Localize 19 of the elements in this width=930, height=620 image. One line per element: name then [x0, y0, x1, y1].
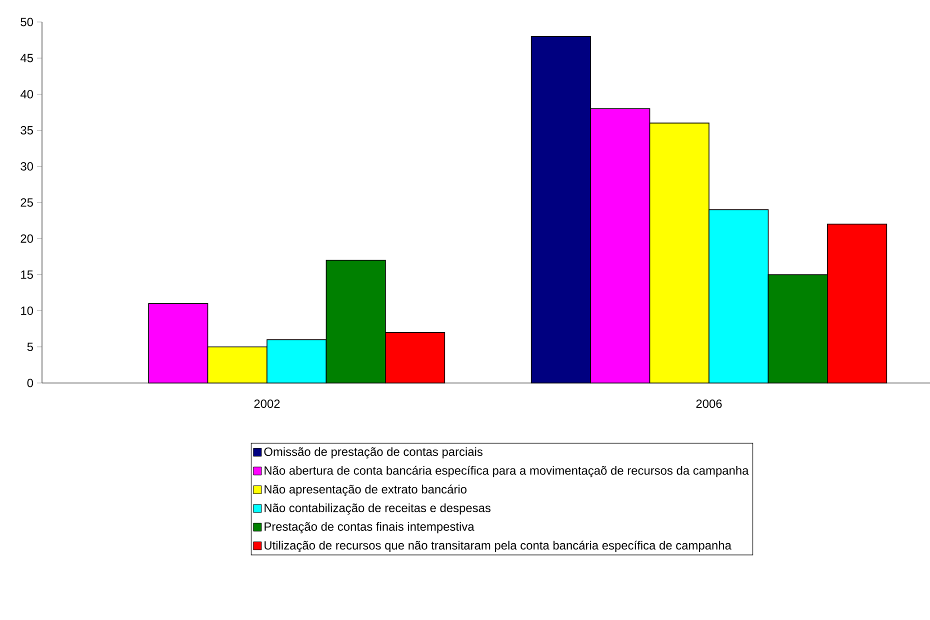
- y-tick-label: 50: [20, 18, 34, 26]
- y-tick-label: 40: [20, 90, 34, 98]
- y-tick-label: 20: [20, 234, 34, 243]
- x-tick-label: 2006: [696, 400, 722, 408]
- legend-label: Não apresentação de extrato bancário: [264, 484, 467, 496]
- y-tick-label: 30: [20, 162, 34, 171]
- y-tick-label: 45: [20, 54, 33, 62]
- legend-label: Não abertura de conta bancária específica para a movimentaçaõ de recursos da campanha: [264, 466, 749, 478]
- y-tick-label: 5: [27, 342, 33, 352]
- y-tick-label: 10: [21, 306, 34, 316]
- legend-label: Omissão de prestação de contas parciais: [264, 447, 483, 458]
- y-tick-label: 25: [20, 198, 33, 207]
- legend-label: Utilização de recursos que não transitaram pela conta bancária específica de campanha: [264, 540, 732, 552]
- x-tick-label: 2002: [254, 400, 280, 408]
- y-tick-label: 0: [27, 378, 34, 388]
- legend-label: Prestação de contas finais intempestiva: [264, 522, 474, 534]
- y-tick-label: 35: [20, 126, 33, 135]
- y-tick-label: 15: [21, 270, 33, 279]
- legend-label: Não contabilização de receitas e despesas: [264, 503, 490, 515]
